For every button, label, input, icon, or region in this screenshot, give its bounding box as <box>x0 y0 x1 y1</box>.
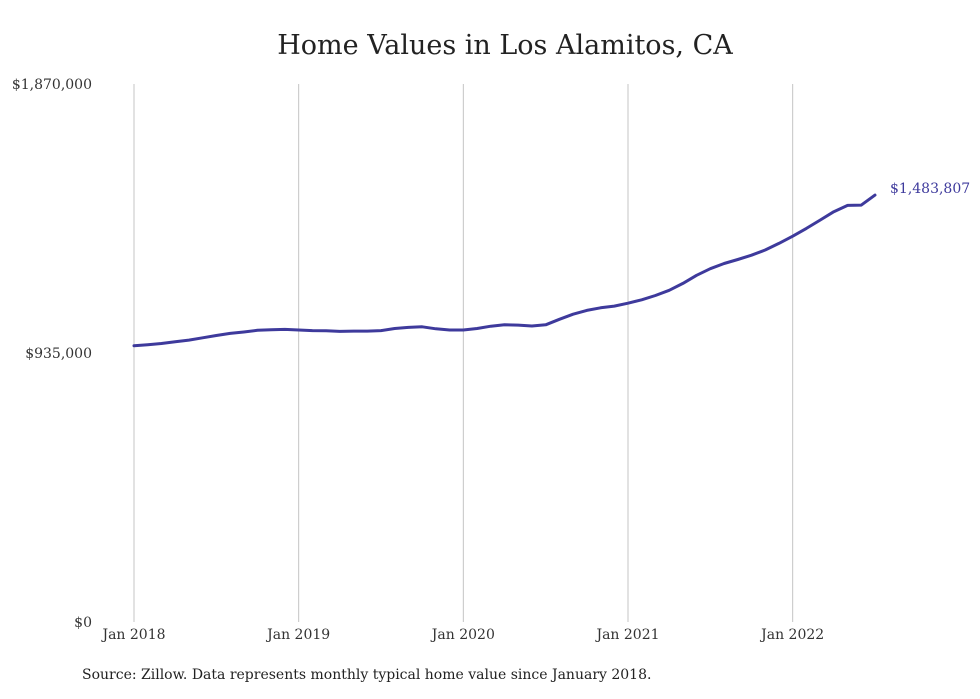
chart-title: Home Values in Los Alamitos, CA <box>277 30 733 61</box>
end-value-label: $1,483,807 <box>890 181 970 197</box>
y-tick-label: $1,870,000 <box>12 77 92 93</box>
x-tick-label: Jan 2021 <box>594 627 659 643</box>
series-line <box>132 193 877 348</box>
x-tick-label: Jan 2019 <box>265 627 330 643</box>
y-axis-labels: $0 $935,000 $1,870,000 <box>12 77 92 631</box>
y-tick-label: $0 <box>74 615 92 631</box>
x-tick-label: Jan 2020 <box>430 627 495 643</box>
gridlines <box>133 84 794 622</box>
x-tick-label: Jan 2022 <box>759 627 824 643</box>
series-group: $1,483,807 <box>132 181 970 348</box>
x-tick-label: Jan 2018 <box>100 627 165 643</box>
source-note: Source: Zillow. Data represents monthly … <box>82 667 652 683</box>
line-chart: $0$935,000$1,870,000 Jan 2018 Jan 2019 Jan… <box>12 77 970 643</box>
x-axis-labels: Jan 2018 Jan 2019 Jan 2020 Jan 2021 Jan 2022 <box>100 627 824 643</box>
y-tick-label: $935,000 <box>25 346 92 362</box>
